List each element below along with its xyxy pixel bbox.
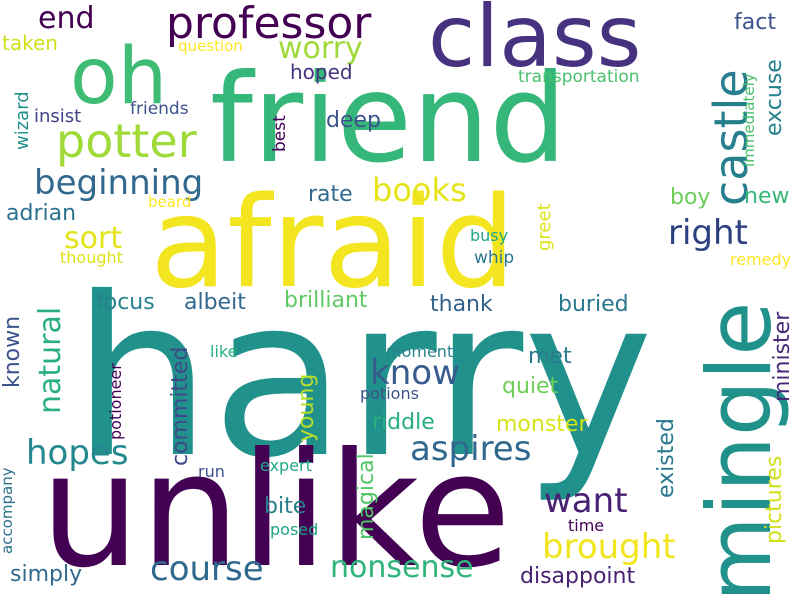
word-bite: bite (264, 494, 307, 519)
word-simply: simply (10, 562, 83, 587)
word-time: time (568, 516, 605, 535)
word-minister: minister (770, 311, 795, 402)
word-sort: sort (64, 221, 123, 256)
word-run: run (198, 462, 225, 481)
word-wizard: wizard (12, 91, 33, 150)
word-beard: beard (148, 193, 192, 211)
word-whip: whip (474, 248, 515, 268)
word-immediately: immediately (740, 73, 758, 167)
word-taken: taken (2, 31, 58, 55)
word-books: books (372, 171, 467, 209)
word-monster: monster (496, 412, 588, 437)
word-riddle: riddle (372, 410, 435, 435)
word-moment: moment (386, 342, 454, 361)
word-rate: rate (308, 182, 353, 207)
word-professor: professor (166, 0, 372, 49)
word-insist: insist (34, 106, 82, 127)
word-friend: friend (210, 48, 567, 190)
word-natural: natural (33, 306, 68, 414)
word-quiet: quiet (502, 374, 559, 399)
word-pictures: pictures (762, 455, 787, 544)
word-unlike: unlike (40, 419, 512, 600)
word-disappoint: disappoint (520, 564, 636, 589)
word-focus: focus (96, 290, 155, 315)
word-end: end (38, 1, 95, 36)
word-class: class (428, 0, 642, 87)
word-remedy: remedy (730, 250, 792, 269)
word-beginning: beginning (34, 163, 204, 203)
word-known: known (0, 315, 25, 388)
word-expert: expert (260, 456, 312, 475)
word-know: know (370, 353, 460, 393)
word-transportation: transportation (518, 67, 640, 87)
word-afraid: afraid (150, 169, 516, 316)
word-best: best (270, 115, 290, 152)
word-magical: magical (354, 453, 379, 540)
word-oh: oh (70, 32, 168, 122)
word-committed: committed (168, 346, 193, 466)
word-thought: thought (60, 248, 123, 267)
word-met: met (528, 344, 572, 369)
word-question: question (178, 37, 243, 55)
word-brilliant: brilliant (284, 288, 368, 313)
word-want: want (544, 481, 628, 521)
word-new: new (744, 184, 790, 209)
word-young: young (294, 373, 319, 442)
word-potions: potions (360, 384, 419, 403)
word-posed: posed (270, 520, 319, 539)
word-albeit: albeit (184, 290, 246, 315)
word-adrian: adrian (6, 201, 77, 226)
word-boy: boy (670, 185, 711, 210)
word-like: like (210, 342, 238, 361)
word-deep: deep (326, 108, 381, 133)
word-nonsense: nonsense (330, 550, 474, 585)
word-worry: worry (278, 31, 363, 66)
word-existed: existed (654, 418, 679, 498)
word-fact: fact (734, 10, 776, 35)
word-potioneer: potioneer (106, 363, 125, 440)
word-greet: greet (534, 203, 555, 251)
word-potter: potter (56, 114, 197, 168)
word-course: course (150, 549, 264, 589)
word-thank: thank (430, 292, 493, 317)
word-buried: buried (558, 292, 629, 317)
word-hoped: hoped (290, 60, 353, 84)
word-aspires: aspires (410, 429, 532, 469)
word-right: right (668, 213, 748, 253)
word-harry: harry (72, 250, 654, 506)
word-friends: friends (130, 99, 189, 119)
word-busy: busy (470, 226, 509, 245)
word-hopes: hopes (26, 433, 129, 473)
word-accompany: accompany (0, 467, 16, 554)
word-excuse: excuse (762, 59, 787, 136)
word-brought: brought (542, 527, 676, 567)
